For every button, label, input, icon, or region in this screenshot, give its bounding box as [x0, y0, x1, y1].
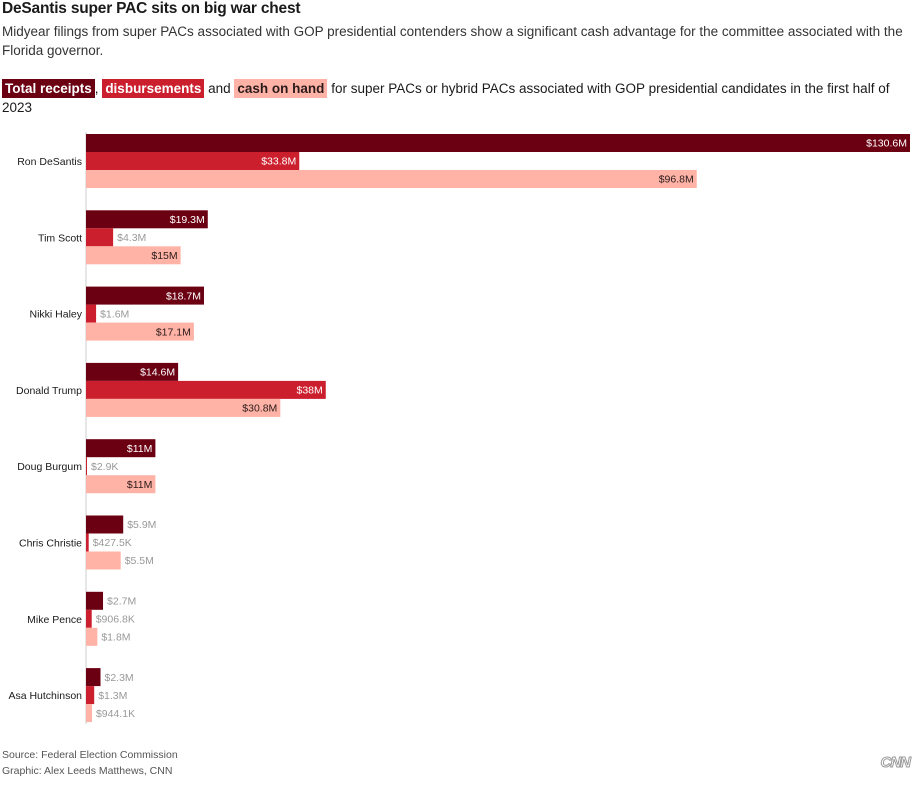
data-label-cash-on-hand-doug-burgum: $11M: [127, 479, 153, 491]
bar-disbursements-doug-burgum: [86, 457, 87, 476]
bar-disbursements-donald-trump: [86, 380, 326, 399]
bar-cash-on-hand-mike-pence: [86, 627, 98, 646]
bar-total-receipts-tim-scott: [86, 210, 208, 229]
data-label-total-receipts-nikki-haley: $18.7M: [166, 290, 201, 302]
data-label-total-receipts-asa-hutchinson: $2.3M: [105, 672, 134, 684]
legend-receipts: Total receipts: [2, 79, 95, 98]
data-label-disbursements-tim-scott: $4.3M: [117, 232, 146, 244]
data-label-total-receipts-chris-christie: $5.9M: [127, 519, 156, 531]
bar-cash-on-hand-ron-desantis: [86, 170, 697, 188]
category-label-ron-desantis: Ron DeSantis: [17, 156, 82, 168]
credit-note: Graphic: Alex Leeds Matthews, CNN: [2, 765, 173, 777]
bar-disbursements-asa-hutchinson: [86, 686, 95, 705]
bar-disbursements-ron-desantis: [86, 152, 300, 170]
data-label-total-receipts-mike-pence: $2.7M: [107, 596, 136, 608]
data-label-disbursements-asa-hutchinson: $1.3M: [98, 690, 127, 702]
data-label-disbursements-doug-burgum: $2.9K: [91, 461, 118, 473]
bar-total-receipts-donald-trump: [86, 362, 179, 381]
chart-title: DeSantis super PAC sits on big war chest: [2, 0, 301, 17]
data-label-cash-on-hand-chris-christie: $5.5M: [125, 555, 154, 567]
bar-total-receipts-doug-burgum: [86, 439, 156, 458]
data-label-total-receipts-ron-desantis: $130.6M: [866, 138, 907, 150]
bar-cash-on-hand-tim-scott: [86, 246, 181, 265]
legend-cash-on-hand: cash on hand: [234, 79, 328, 98]
bar-total-receipts-ron-desantis: [86, 134, 910, 152]
category-label-nikki-haley: Nikki Haley: [29, 309, 82, 321]
bar-cash-on-hand-doug-burgum: [86, 475, 156, 494]
bar-cash-on-hand-nikki-haley: [86, 322, 194, 341]
category-label-doug-burgum: Doug Burgum: [17, 461, 82, 473]
data-label-disbursements-ron-desantis: $33.8M: [261, 156, 296, 168]
legend-separator: ,: [94, 81, 99, 96]
data-label-cash-on-hand-donald-trump: $30.8M: [242, 403, 277, 415]
data-label-total-receipts-doug-burgum: $11M: [127, 443, 153, 455]
category-label-tim-scott: Tim Scott: [38, 232, 82, 244]
bar-disbursements-mike-pence: [86, 609, 92, 628]
category-label-chris-christie: Chris Christie: [19, 538, 82, 550]
data-label-disbursements-mike-pence: $906.8K: [96, 614, 135, 626]
legend-description: for super PACs or hybrid PACs associated…: [2, 81, 890, 115]
category-label-mike-pence: Mike Pence: [27, 614, 82, 626]
bar-total-receipts-mike-pence: [86, 591, 104, 610]
source-note: Source: Federal Election Commission: [2, 749, 178, 761]
category-label-asa-hutchinson: Asa Hutchinson: [8, 690, 82, 702]
legend-and: and: [208, 81, 231, 96]
data-label-cash-on-hand-nikki-haley: $17.1M: [156, 326, 191, 338]
bar-total-receipts-asa-hutchinson: [86, 668, 101, 687]
legend-disbursements: disbursements: [102, 79, 205, 98]
bar-cash-on-hand-asa-hutchinson: [86, 704, 92, 723]
bar-disbursements-chris-christie: [86, 533, 89, 552]
data-label-total-receipts-tim-scott: $19.3M: [170, 214, 205, 226]
data-label-cash-on-hand-ron-desantis: $96.8M: [659, 174, 694, 186]
legend: Total receipts, disbursements and cash o…: [2, 79, 912, 117]
bar-cash-on-hand-chris-christie: [86, 551, 121, 570]
data-label-total-receipts-donald-trump: $14.6M: [140, 367, 175, 379]
bar-disbursements-nikki-haley: [86, 304, 97, 323]
bar-total-receipts-chris-christie: [86, 515, 124, 534]
data-label-cash-on-hand-tim-scott: $15M: [151, 250, 177, 262]
bar-total-receipts-nikki-haley: [86, 286, 204, 305]
bar-cash-on-hand-donald-trump: [86, 398, 281, 417]
data-label-disbursements-nikki-haley: $1.6M: [100, 308, 129, 320]
data-label-cash-on-hand-asa-hutchinson: $944.1K: [96, 708, 135, 720]
data-label-cash-on-hand-mike-pence: $1.8M: [101, 632, 130, 644]
category-label-donald-trump: Donald Trump: [16, 385, 82, 397]
chart-subtitle: Midyear filings from super PACs associat…: [2, 24, 903, 58]
bar-disbursements-tim-scott: [86, 228, 114, 247]
data-label-disbursements-chris-christie: $427.5K: [93, 537, 132, 549]
cnn-logo: CNN: [880, 754, 911, 772]
data-label-disbursements-donald-trump: $38M: [296, 385, 322, 397]
